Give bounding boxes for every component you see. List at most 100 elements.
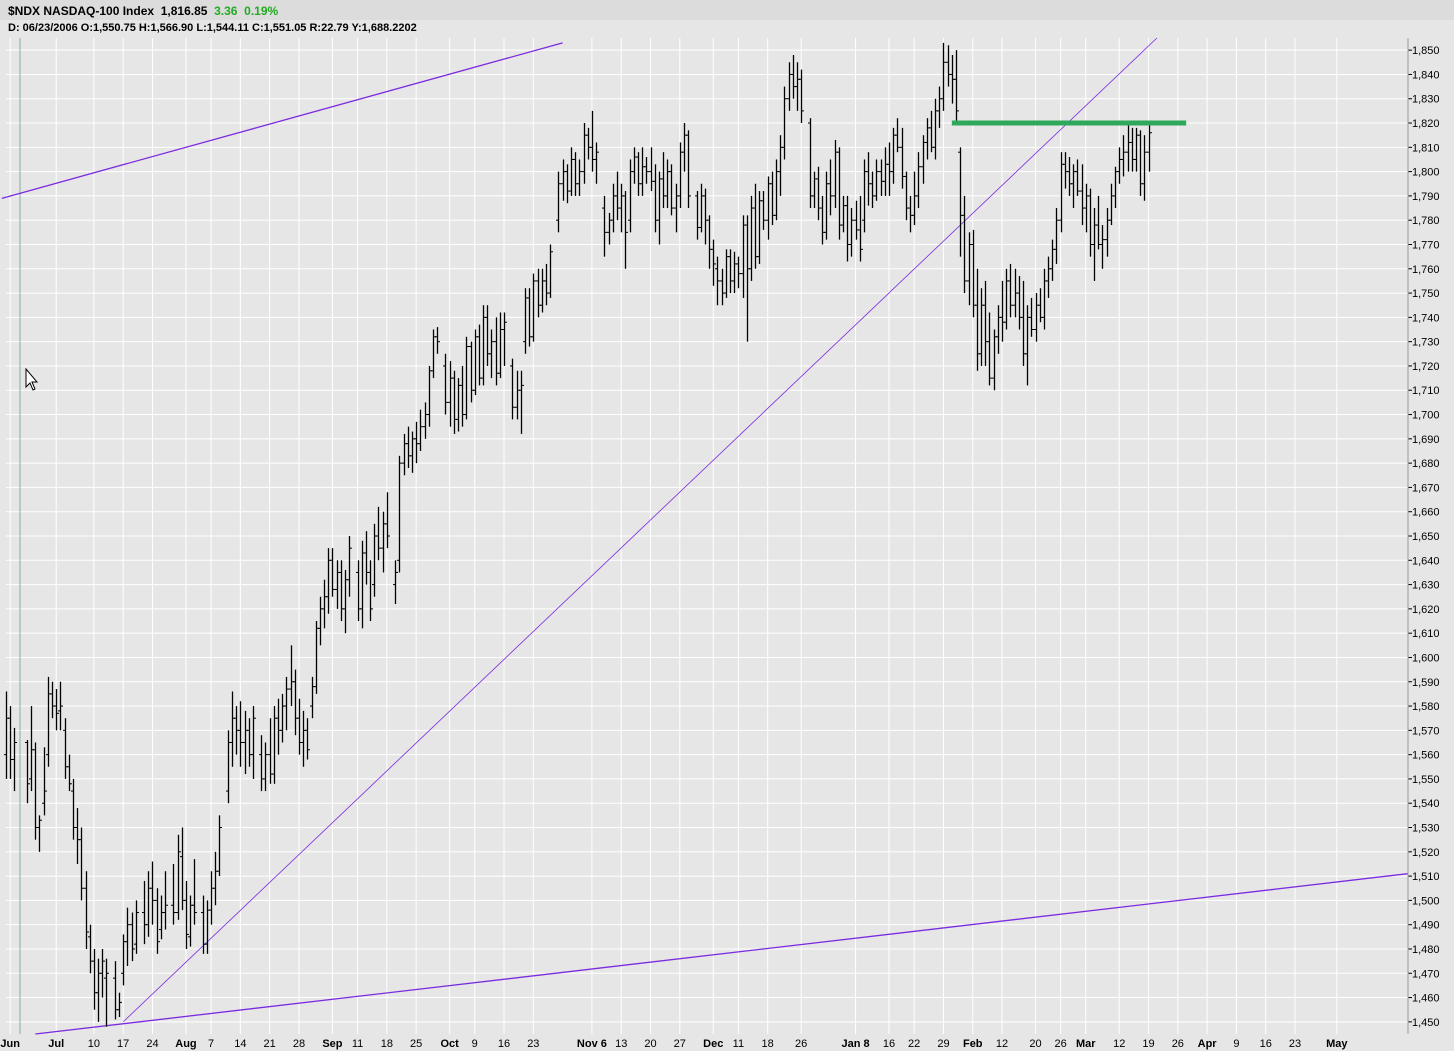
x-tick-label: Mar <box>1076 1038 1096 1050</box>
ohlc-bar <box>104 958 109 1027</box>
y-tick-label: 1,600 <box>1412 652 1440 664</box>
x-tick-label: Oct <box>440 1038 459 1050</box>
ohlc-bar <box>623 191 628 269</box>
ohlc-bar <box>42 747 47 816</box>
ohlc-bars <box>4 42 1152 1027</box>
x-tick-label: 7 <box>208 1038 214 1050</box>
y-tick-label: 1,740 <box>1412 312 1440 324</box>
ohlc-readout: D: 06/23/2006 O:1,550.75 H:1,566.90 L:1,… <box>8 22 417 34</box>
x-tick-label: 11 <box>733 1038 744 1050</box>
ohlc-bar <box>531 273 536 342</box>
ohlc-bar <box>25 740 30 804</box>
ohlc-bar <box>799 69 804 124</box>
y-tick-label: 1,660 <box>1412 507 1440 519</box>
ohlc-bar <box>125 907 130 966</box>
ohlc-bar <box>686 130 691 209</box>
x-tick-label: Aug <box>175 1038 196 1050</box>
mouse-cursor-icon <box>25 367 39 391</box>
x-tick-label: 10 <box>88 1038 100 1050</box>
ohlc-bar <box>150 861 155 925</box>
x-tick-label: Nov 6 <box>577 1038 607 1050</box>
y-tick-label: 1,770 <box>1412 239 1440 251</box>
ohlc-bar <box>644 157 649 184</box>
ohlc-bar <box>510 358 515 420</box>
y-tick-label: 1,560 <box>1412 750 1440 762</box>
y-tick-label: 1,790 <box>1412 191 1440 203</box>
x-tick-label: 18 <box>381 1038 393 1050</box>
trendlines <box>1 37 1409 1035</box>
y-tick-label: 1,500 <box>1412 895 1440 907</box>
ohlc-bar: D: 06/23/2006 O:1,550.75 H:1,566.90 L:1,… <box>0 20 1454 38</box>
y-tick-label: 1,550 <box>1412 774 1440 786</box>
x-tick-label: 26 <box>1055 1038 1067 1050</box>
x-tick-label: Dec <box>703 1038 723 1050</box>
y-tick-label: 1,810 <box>1412 142 1440 154</box>
x-tick-label: 12 <box>996 1038 1008 1050</box>
ohlc-bar <box>594 142 599 184</box>
ohlc-bar <box>669 164 674 216</box>
x-tick-label: 29 <box>937 1038 949 1050</box>
x-tick-label: 16 <box>1260 1038 1272 1050</box>
ohlc-bar <box>54 689 59 731</box>
ohlc-bar <box>418 409 423 451</box>
ohlc-bar <box>916 152 921 209</box>
y-tick-label: 1,720 <box>1412 361 1440 373</box>
ohlc-bar <box>192 859 197 925</box>
ohlc-bar <box>711 239 716 286</box>
x-tick-label: May <box>1326 1038 1348 1050</box>
ohlc-bar <box>1008 263 1013 318</box>
last-price: 1,816.85 <box>160 4 208 18</box>
ohlc-bar <box>67 754 72 792</box>
y-tick-label: 1,650 <box>1412 531 1440 543</box>
y-tick-label: 1,510 <box>1412 871 1440 883</box>
y-tick-label: 1,490 <box>1412 920 1440 932</box>
ohlc-bar <box>79 827 84 901</box>
x-tick-label: 25 <box>410 1038 422 1050</box>
y-tick-label: 1,530 <box>1412 823 1440 835</box>
title-line: $NDX NASDAQ-100 Index 1,816.85 3.36 0.19… <box>8 4 278 18</box>
ohlc-bar <box>858 195 863 262</box>
x-tick-label: 16 <box>883 1038 895 1050</box>
ohlc-bar <box>1147 123 1152 172</box>
ohlc-bar <box>12 727 17 792</box>
ohlc-bar <box>134 900 139 954</box>
y-tick-label: 1,670 <box>1412 482 1440 494</box>
ohlc-bar <box>556 171 561 233</box>
x-tick-label: Apr <box>1198 1038 1218 1050</box>
change-percent: 0.19% <box>244 4 279 18</box>
x-tick-label: 23 <box>1289 1038 1301 1050</box>
y-axis: 1,450 1,460 1,470 1,480 1,490 1,500 1,510 1,520… <box>1407 38 1440 1034</box>
ohlc-bar <box>37 815 42 852</box>
ohlc-bar <box>502 312 507 366</box>
y-tick-label: 1,480 <box>1412 944 1440 956</box>
x-tick-label: 14 <box>234 1038 246 1050</box>
lower-channel-line <box>35 873 1409 1035</box>
ohlc-bar <box>1029 297 1034 337</box>
ohlc-bar <box>548 244 553 298</box>
y-tick-label: 1,620 <box>1412 604 1440 616</box>
x-tick-label: Jan 8 <box>841 1038 869 1050</box>
ohlc-bar <box>84 871 89 949</box>
y-tick-label: 1,780 <box>1412 215 1440 227</box>
y-tick-label: 1,840 <box>1412 69 1440 81</box>
x-tick-label: 12 <box>1113 1038 1125 1050</box>
ohlc-bar <box>489 329 494 379</box>
ohlc-bar <box>782 86 787 160</box>
ohlc-bar <box>954 50 959 124</box>
x-tick-label: 17 <box>117 1038 129 1050</box>
ohlc-bar <box>443 353 448 415</box>
x-tick-label: 16 <box>498 1038 510 1050</box>
ohlc-bar <box>962 195 967 294</box>
ohlc-bar <box>577 159 582 196</box>
ohlc-bar <box>828 159 833 216</box>
ohlc-bar <box>376 506 381 561</box>
x-tick-label: 18 <box>762 1038 774 1050</box>
y-tick-label: 1,630 <box>1412 580 1440 592</box>
ohlc-bar <box>464 336 469 420</box>
ohlc-bar <box>874 159 879 201</box>
ohlc-bar <box>171 863 176 925</box>
ohlc-bar <box>238 701 243 767</box>
x-tick-label: 23 <box>527 1038 539 1050</box>
ohlc-bar <box>1121 135 1126 177</box>
